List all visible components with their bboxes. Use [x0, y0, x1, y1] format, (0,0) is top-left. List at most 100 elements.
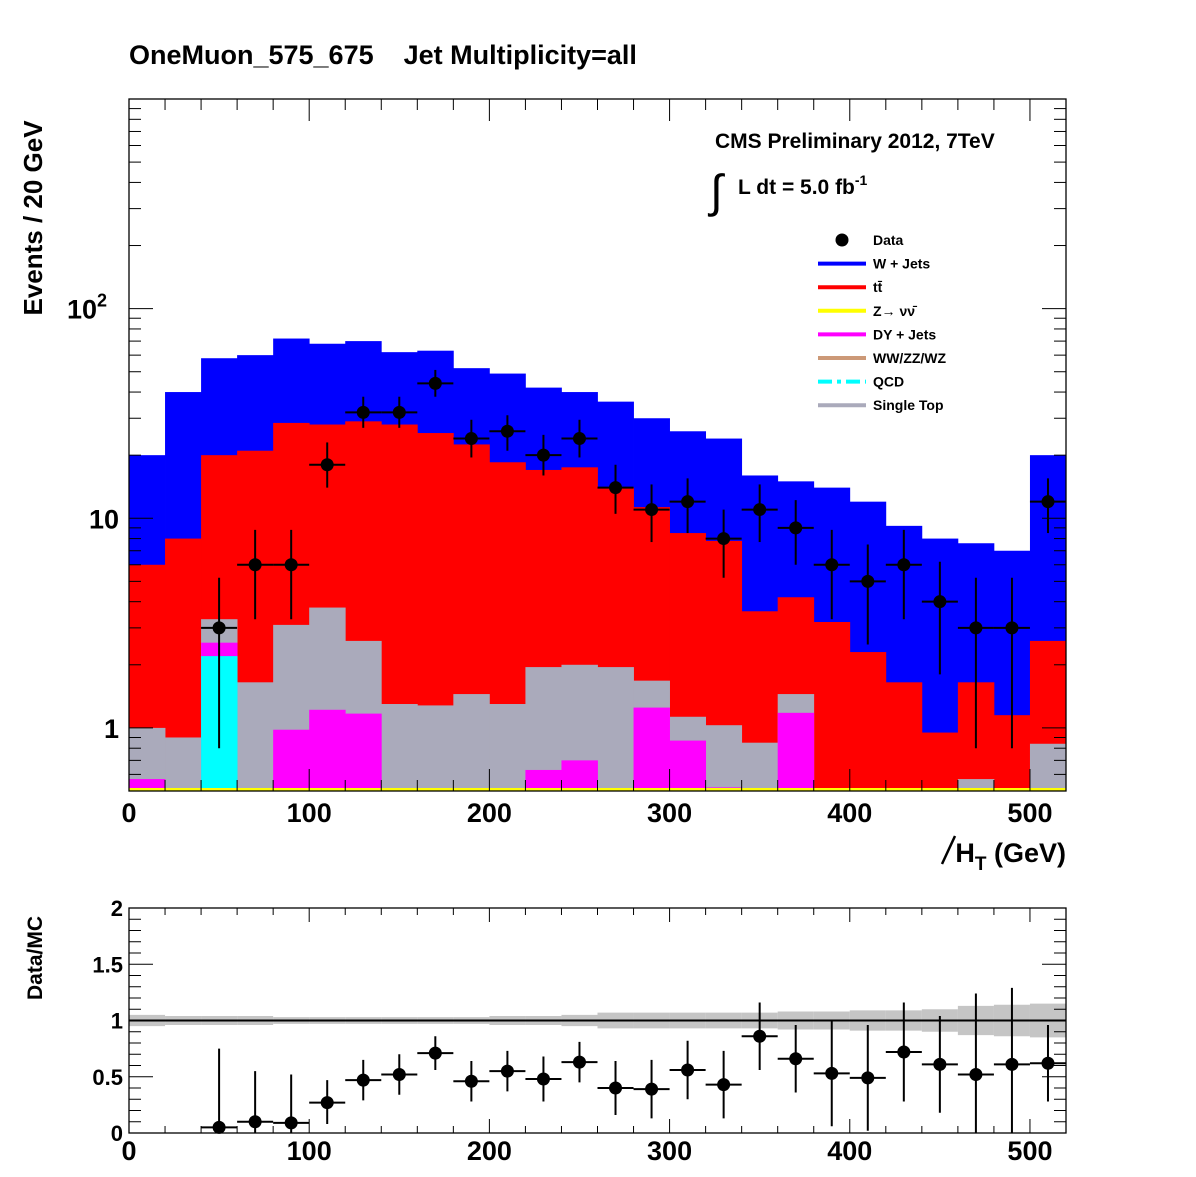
data-point	[933, 595, 947, 609]
legend-data-marker	[835, 233, 849, 247]
data-point	[645, 503, 659, 517]
ratio-x-tick-label: 0	[121, 1136, 136, 1166]
ratio-point	[717, 1078, 731, 1092]
legend-label-zinv: Z→ νν̄	[873, 303, 918, 319]
ratio-plot-frame	[128, 907, 1067, 1134]
ratio-x-tick-label: 300	[647, 1136, 692, 1166]
ttbar-bar	[921, 732, 959, 791]
ratio-point	[572, 1055, 586, 1069]
ratio-point	[1005, 1057, 1019, 1071]
legend-label-singletop: Single Top	[873, 397, 944, 413]
data-point	[897, 558, 911, 572]
lumi-text: L dt = 5.0 fb	[738, 176, 855, 199]
cms-label: CMS Preliminary 2012, 7TeV	[715, 130, 995, 153]
dy-bar	[633, 707, 670, 791]
singletop-bar	[381, 704, 418, 791]
singletop-bar	[453, 694, 490, 791]
dy-bar	[525, 769, 562, 791]
data-point	[536, 448, 550, 462]
ratio-y-tick-label: 0	[111, 1121, 123, 1146]
x-tick-label: 100	[287, 798, 332, 828]
singletop-bar	[597, 667, 634, 791]
x-label-slash	[940, 835, 957, 865]
x-tick-label: 0	[121, 798, 136, 828]
singletop-bar	[165, 737, 202, 791]
y-tick-label: 102	[67, 291, 107, 325]
dy-bar	[669, 740, 707, 791]
ratio-y-tick-label: 1	[111, 1009, 123, 1034]
data-point	[1005, 621, 1019, 635]
legend-label-qcd: QCD	[873, 374, 904, 390]
y-tick-base: 10	[89, 504, 119, 534]
ratio-point	[248, 1115, 262, 1129]
ratio-x-tick-label: 100	[287, 1136, 332, 1166]
ratio-point	[861, 1071, 875, 1085]
ttbar-bar	[813, 621, 851, 791]
x-label-unit: (GeV)	[986, 838, 1066, 868]
data-point	[609, 481, 623, 495]
ratio-point	[500, 1064, 514, 1078]
main-y-axis-label: Events / 20 GeV	[18, 120, 48, 316]
ratio-points	[201, 987, 1066, 1134]
singletop-bar	[705, 725, 743, 791]
data-point	[789, 521, 803, 535]
x-tick-label: 300	[647, 798, 692, 828]
ratio-point	[681, 1063, 695, 1077]
ratio-x-tick-label: 400	[827, 1136, 872, 1166]
ratio-y-tick-label: 0.5	[92, 1065, 123, 1090]
x-tick-label: 200	[467, 798, 512, 828]
y-tick-base: 1	[104, 714, 119, 744]
y-tick-label: 1	[104, 714, 119, 744]
ratio-point	[212, 1120, 226, 1134]
data-point	[392, 405, 406, 419]
data-point	[428, 376, 442, 390]
ratio-axes: 0 100 200 300 400 500 0 0.5 1 1.5 2	[92, 896, 1067, 1166]
data-point	[320, 458, 334, 472]
data-point	[861, 574, 875, 588]
data-point	[969, 621, 983, 635]
ratio-point	[825, 1066, 839, 1080]
x-label-sub: T	[975, 854, 987, 875]
legend-label-data: Data	[873, 232, 904, 248]
data-point	[500, 424, 514, 438]
singletop-bar	[489, 704, 526, 791]
legend: Data W + Jets tt̄ Z→ νν̄ DY + Jets WW/ZZ/WZ QC…	[818, 232, 947, 413]
dy-bar	[345, 713, 382, 791]
dy-bar	[129, 779, 166, 791]
main-plot-panel: 0 100 200 300 400 500 1 10 102	[67, 98, 1067, 828]
y-tick-label: 10	[89, 504, 119, 534]
y-tick-exp: 2	[97, 291, 107, 311]
data-point	[284, 558, 298, 572]
ratio-point	[392, 1068, 406, 1081]
singletop-bar	[741, 742, 779, 791]
data-point	[717, 532, 731, 546]
plot-title: OneMuon_575_675 Jet Multiplicity=all	[129, 40, 637, 70]
ratio-point	[897, 1045, 911, 1059]
dy-bar	[777, 712, 815, 791]
data-point	[212, 621, 226, 635]
x-tick-label: 400	[827, 798, 872, 828]
ratio-x-tick-label: 500	[1007, 1136, 1052, 1166]
ratio-point	[969, 1068, 983, 1081]
lumi-exponent: -1	[855, 172, 868, 188]
ratio-point	[1041, 1056, 1055, 1070]
data-point	[248, 558, 262, 572]
legend-label-ttbar: tt̄	[873, 279, 883, 295]
ttbar-bar	[849, 652, 887, 791]
data-point	[356, 405, 370, 419]
ratio-point	[753, 1029, 767, 1043]
data-point	[464, 432, 478, 446]
ratio-point	[284, 1116, 298, 1130]
singletop-bar	[237, 682, 274, 791]
ratio-point	[789, 1052, 803, 1066]
ratio-point	[428, 1046, 442, 1060]
singletop-bar	[417, 705, 454, 791]
ratio-point	[356, 1073, 370, 1087]
data-point	[572, 432, 586, 446]
legend-label-dy: DY + Jets	[873, 326, 936, 342]
ratio-x-tick-label: 200	[467, 1136, 512, 1166]
ratio-y-tick-label: 1.5	[92, 952, 123, 977]
ratio-point	[645, 1082, 659, 1096]
x-tick-label: 500	[1007, 798, 1052, 828]
